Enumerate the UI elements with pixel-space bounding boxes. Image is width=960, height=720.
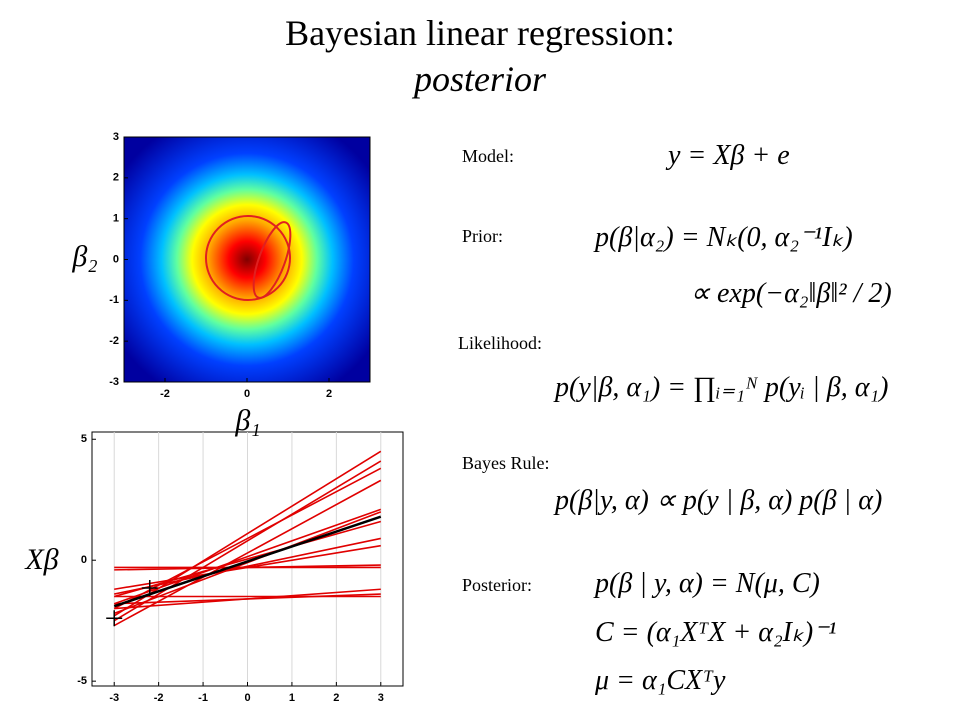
equation: C = (α₁XᵀX + α₂Iₖ)⁻¹ — [595, 617, 837, 648]
x-tick-label: -3 — [109, 692, 119, 704]
equation: y = Xβ + e — [668, 140, 790, 171]
equation-label: Bayes Rule: — [462, 453, 550, 473]
equation: ∝ exp(−α₂‖β‖² / 2) — [690, 278, 892, 309]
x-tick-label: 2 — [333, 692, 339, 704]
x-tick-label: 1 — [289, 692, 295, 704]
y-tick-label: 0 — [81, 554, 87, 566]
x-axis-label: β₁ — [234, 404, 260, 437]
x-tick-label: 2 — [326, 388, 332, 400]
subtitle: posterior — [413, 59, 546, 99]
x-tick-label: 0 — [244, 692, 250, 704]
x-tick-label: -2 — [154, 692, 164, 704]
y-tick-label: -5 — [77, 675, 87, 687]
heatmap — [124, 137, 370, 382]
y-tick-label: 3 — [113, 131, 119, 143]
x-tick-label: 0 — [244, 388, 250, 400]
equation-label: Posterior: — [462, 575, 532, 595]
y-axis-label: β₂ — [71, 240, 97, 273]
x-tick-label: -1 — [198, 692, 208, 704]
point — [106, 610, 123, 627]
contour — [252, 221, 292, 299]
y-tick-label: -2 — [109, 335, 119, 347]
line — [113, 508, 382, 605]
equation-label: Prior: — [462, 226, 504, 246]
x-tick-label: -2 — [160, 388, 170, 400]
equation: p(y|β, α₁) = ∏ᵢ₌₁ᴺ p(yᵢ | β, α₁) — [555, 372, 889, 403]
equation: p(β|y, α) ∝ p(y | β, α) p(β | α) — [555, 485, 883, 516]
line — [114, 593, 381, 605]
contour — [205, 215, 291, 301]
y-tick-label: 0 — [113, 253, 119, 265]
line — [113, 515, 382, 608]
y-tick-label: 2 — [113, 172, 119, 184]
y-tick-label: -3 — [109, 376, 119, 388]
y-tick-label: -1 — [109, 294, 119, 306]
title: Bayesian linear regression: — [285, 13, 675, 53]
line — [113, 479, 382, 627]
equation-label: Likelihood: — [458, 333, 542, 353]
y-tick-label: 5 — [81, 433, 87, 445]
equation: p(β|α₂) = Nₖ(0, α₂⁻¹Iₖ) — [595, 222, 853, 253]
point — [141, 580, 158, 597]
equation-label: Model: — [462, 146, 514, 166]
y-tick-label: 1 — [113, 213, 119, 225]
line — [113, 460, 382, 622]
y-axis-label: Xβ — [24, 543, 58, 576]
equation: μ = α₁CXᵀy — [595, 665, 726, 696]
x-tick-label: 3 — [378, 692, 384, 704]
equation: p(β | y, α) = N(μ, C) — [595, 568, 820, 599]
line — [114, 537, 381, 595]
